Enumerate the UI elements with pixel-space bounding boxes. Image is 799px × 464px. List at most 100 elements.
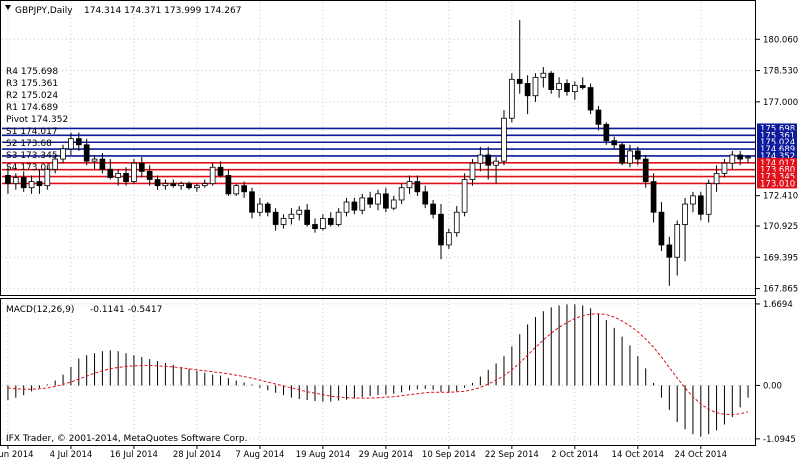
candle (634, 146, 641, 166)
candle-body-bear (249, 191, 255, 213)
candle-body-bull (335, 211, 342, 225)
candle (453, 206, 460, 237)
candle (540, 67, 547, 88)
candle (414, 175, 421, 196)
candle-body-bear (650, 181, 657, 213)
candle (398, 183, 405, 205)
candle-body-bull (461, 179, 468, 213)
candle-body-bull (627, 150, 633, 164)
y-tick-label: 178.530 (763, 67, 798, 77)
candle (351, 197, 358, 215)
candle-body-bull (178, 183, 184, 187)
candle (28, 175, 35, 194)
level-value-s1: 174.017 (760, 159, 795, 169)
candle-body-bear (186, 183, 192, 189)
candle (729, 150, 736, 170)
candle (233, 183, 240, 196)
x-tick-label: 22 Sep 2014 (485, 450, 539, 460)
level-box-s2 (757, 164, 797, 175)
candle-body-bull (359, 197, 366, 211)
candle-body-bull (296, 209, 303, 215)
candle-body-bear (170, 183, 177, 187)
candle (737, 150, 744, 166)
candle-body-bear (225, 175, 232, 195)
candle (548, 71, 555, 94)
candle (312, 218, 318, 233)
candle (509, 73, 515, 123)
macd-y-tick-label: 0.00 (763, 381, 782, 391)
candle (178, 181, 184, 190)
candle-body-bear (595, 109, 602, 125)
level-box-r4 (757, 123, 797, 134)
candle-body-bear (619, 144, 625, 164)
candle (682, 197, 688, 262)
candle (264, 202, 271, 217)
price-axis: 180.060 178.530 177.000 172.410 170.925 169.3… (756, 35, 798, 445)
candle-body-bull (131, 162, 137, 182)
candle (257, 197, 263, 217)
x-tick-label: 19 Aug 2014 (296, 450, 350, 460)
candle-body-bear (422, 191, 429, 205)
candle (446, 228, 452, 250)
candle-body-bull (280, 217, 287, 225)
level-value-r4: 175.698 (760, 124, 795, 134)
candle (579, 77, 586, 90)
candle-body-bull (453, 211, 460, 234)
candlesticks (5, 20, 751, 286)
candle (225, 169, 232, 196)
candle-body-bear (564, 83, 570, 93)
candle (587, 83, 594, 115)
candle-body-bear (603, 123, 610, 142)
candle-body-bull (674, 224, 681, 258)
candle-body-bear (241, 185, 247, 193)
candle-body-bull (446, 232, 452, 246)
candle (619, 142, 625, 166)
x-tick-label: 10 Sep 2014 (422, 450, 476, 460)
candle (201, 179, 208, 188)
candle-body-bear (485, 154, 492, 166)
candle (241, 181, 247, 198)
macd-label: MACD(12,26,9) (6, 305, 74, 315)
candle-body-bull (532, 76, 539, 97)
candle-body-bull (68, 138, 74, 150)
macd-panel (0, 298, 756, 446)
candle (516, 20, 523, 94)
candle (524, 75, 531, 115)
candle (532, 73, 539, 102)
candle-body-bull (44, 168, 51, 187)
ohlc-label: 174.314 174.371 173.999 174.267 (84, 6, 241, 16)
candle (75, 132, 82, 151)
candle (690, 191, 696, 213)
candle-body-bear (154, 179, 161, 187)
candle (430, 199, 436, 219)
candle-body-bull (390, 199, 397, 209)
pivot-level-lines: 175.698175.361175.024174.689174.352174.0… (2, 123, 797, 189)
y-tick-label: 170.925 (763, 222, 798, 232)
candle-body-bear (414, 181, 421, 193)
candle-body-bull (257, 203, 263, 213)
candle (611, 136, 618, 149)
candle-body-bear (430, 203, 436, 215)
level-value-s3: 173.345 (760, 173, 795, 183)
pivot-label-r2: R2 175.024 (6, 91, 58, 101)
level-box-r3 (757, 130, 797, 141)
candle (461, 173, 468, 217)
candle (12, 173, 19, 190)
x-tick-label: 4 Jul 2014 (50, 450, 93, 460)
candle (572, 81, 578, 100)
level-value-pivot: 174.352 (760, 152, 795, 162)
candle (627, 144, 633, 168)
candle (359, 193, 366, 215)
candle (697, 191, 704, 221)
candle-body-bull (288, 213, 295, 219)
candle (115, 169, 122, 186)
candle (343, 197, 350, 217)
candle-body-bull (690, 195, 696, 205)
candle (375, 189, 381, 211)
collapse-triangle-icon[interactable] (5, 5, 11, 10)
candle-body-bear (438, 213, 444, 246)
candle (406, 175, 413, 194)
candle (595, 105, 602, 131)
candle-body-bull (201, 183, 208, 187)
macd-header: MACD(12,26,9) -0.1141 -0.5417 (6, 305, 162, 315)
